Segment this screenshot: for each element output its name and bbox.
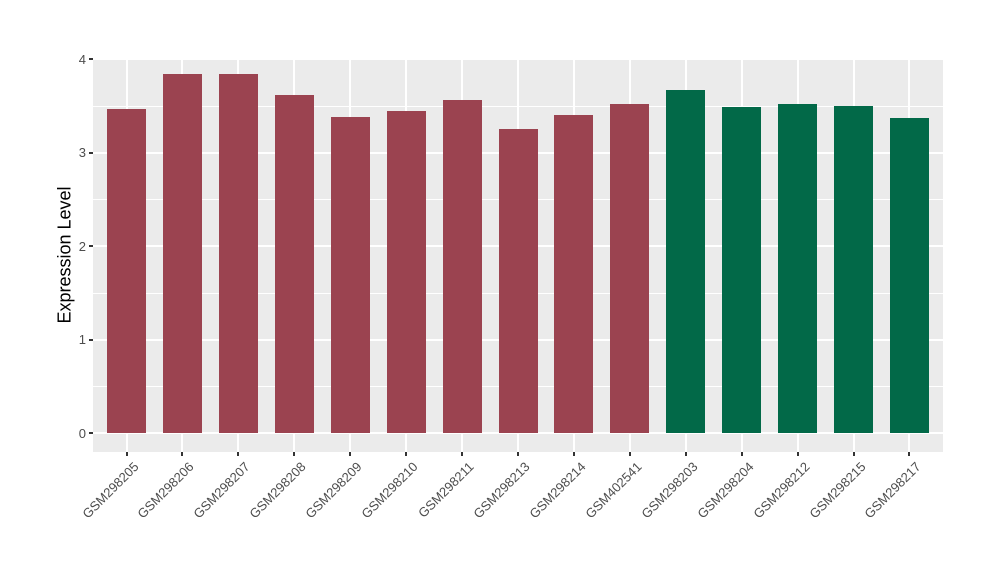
bar-GSM298206 [162, 73, 202, 433]
x-tick-label-text: GSM298214 [526, 459, 589, 522]
x-tick-GSM298204 [740, 452, 743, 456]
y-tick-0 [89, 432, 93, 434]
x-tick-GSM298203 [684, 452, 687, 456]
x-tick-GSM298211 [461, 452, 464, 456]
x-tick-label-text: GSM298215 [805, 459, 869, 522]
x-tick-GSM298206 [181, 452, 184, 456]
x-tick-label-text: GSM298217 [861, 459, 925, 522]
x-tick-GSM298213 [517, 452, 519, 456]
y-tick-3 [89, 151, 93, 154]
bar-GSM298215 [834, 105, 874, 433]
y-tick-4 [89, 58, 93, 60]
bar-GSM402541 [610, 103, 650, 433]
x-tick-label-text: GSM298211 [415, 459, 477, 521]
x-tick-label-text: GSM298204 [694, 459, 757, 522]
x-tick-GSM402541 [628, 452, 631, 456]
x-tick-label-text: GSM298206 [134, 459, 198, 522]
x-tick-GSM298217 [908, 452, 911, 456]
x-tick-GSM298208 [293, 452, 296, 456]
x-tick-label-text: GSM298213 [470, 459, 533, 522]
bar-GSM298203 [666, 89, 706, 433]
x-tick-label-text: GSM402541 [582, 459, 645, 522]
bar-GSM298210 [386, 111, 426, 433]
y-tick-label-3: 3 [78, 145, 86, 160]
x-tick-GSM298210 [405, 452, 408, 456]
x-tick-GSM298205 [125, 452, 128, 456]
bar-GSM298209 [330, 116, 370, 433]
bar-GSM298208 [274, 95, 314, 433]
x-tick-GSM298214 [572, 452, 575, 456]
bar-GSM298213 [498, 129, 538, 433]
x-tick-GSM298207 [237, 452, 240, 456]
y-tick-label-1: 1 [78, 332, 86, 347]
y-tick-label-0: 0 [78, 425, 86, 441]
bar-GSM298204 [722, 106, 762, 433]
x-tick-label-text: GSM298208 [246, 459, 309, 522]
plot-panel [93, 58, 943, 452]
x-tick-GSM298215 [852, 452, 855, 456]
bar-GSM298211 [442, 100, 482, 433]
y-tick-1 [89, 338, 93, 341]
y-tick-2 [89, 245, 93, 247]
bar-GSM298207 [218, 73, 258, 433]
bar-GSM298217 [889, 117, 929, 433]
x-tick-label-text: GSM298203 [638, 459, 701, 522]
x-tick-label-text: GSM298207 [190, 459, 253, 522]
x-tick-label-text: GSM298212 [749, 459, 813, 522]
y-axis-title-text: Expression Level [54, 186, 75, 324]
bar-GSM298212 [778, 103, 818, 433]
x-tick-GSM298209 [349, 452, 352, 456]
x-tick-label-text: GSM298210 [358, 459, 421, 522]
x-tick-label-text: GSM298209 [302, 459, 365, 522]
y-tick-label-4: 4 [78, 51, 86, 67]
x-tick-label-text: GSM298205 [78, 459, 142, 522]
bar-GSM298214 [554, 115, 594, 433]
x-tick-GSM298212 [796, 452, 799, 456]
bar-GSM298205 [107, 108, 147, 433]
y-tick-label-2: 2 [78, 238, 86, 254]
